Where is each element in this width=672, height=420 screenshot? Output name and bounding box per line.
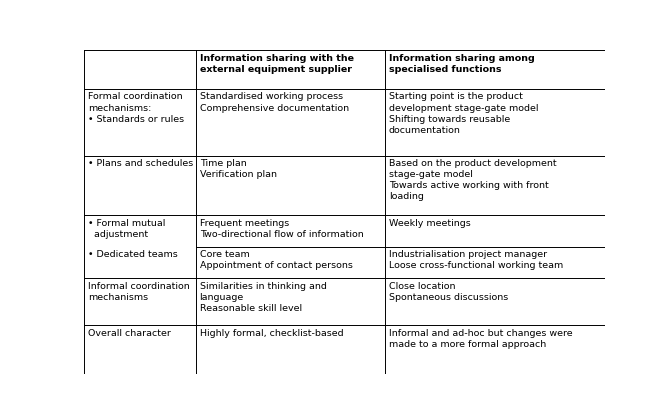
Text: Based on the product development
stage-gate model
Towards active working with fr: Based on the product development stage-g… [388,159,556,201]
Text: Informal coordination
mechanisms: Informal coordination mechanisms [87,282,190,302]
Text: • Dedicated teams: • Dedicated teams [87,250,177,259]
Text: Overall character: Overall character [87,328,171,338]
Text: Industrialisation project manager
Loose cross-functional working team: Industrialisation project manager Loose … [388,250,563,270]
Text: • Formal mutual
  adjustment: • Formal mutual adjustment [87,218,165,239]
Text: Close location
Spontaneous discussions: Close location Spontaneous discussions [388,282,508,302]
Text: Starting point is the product
development stage-gate model
Shifting towards reus: Starting point is the product developmen… [388,92,538,135]
Text: Similarities in thinking and
language
Reasonable skill level: Similarities in thinking and language Re… [200,282,327,313]
Text: Standardised working process
Comprehensive documentation: Standardised working process Comprehensi… [200,92,349,113]
Text: Information sharing among
specialised functions: Information sharing among specialised fu… [388,54,534,74]
Text: Informal and ad-hoc but changes were
made to a more formal approach: Informal and ad-hoc but changes were mad… [388,328,573,349]
Text: Information sharing with the
external equipment supplier: Information sharing with the external eq… [200,54,353,74]
Text: Highly formal, checklist-based: Highly formal, checklist-based [200,328,343,338]
Text: Formal coordination
mechanisms:
• Standards or rules: Formal coordination mechanisms: • Standa… [87,92,183,123]
Text: Time plan
Verification plan: Time plan Verification plan [200,159,277,179]
Text: • Plans and schedules: • Plans and schedules [87,159,193,168]
Text: Core team
Appointment of contact persons: Core team Appointment of contact persons [200,250,353,270]
Text: Weekly meetings: Weekly meetings [388,218,470,228]
Text: Frequent meetings
Two-directional flow of information: Frequent meetings Two-directional flow o… [200,218,364,239]
